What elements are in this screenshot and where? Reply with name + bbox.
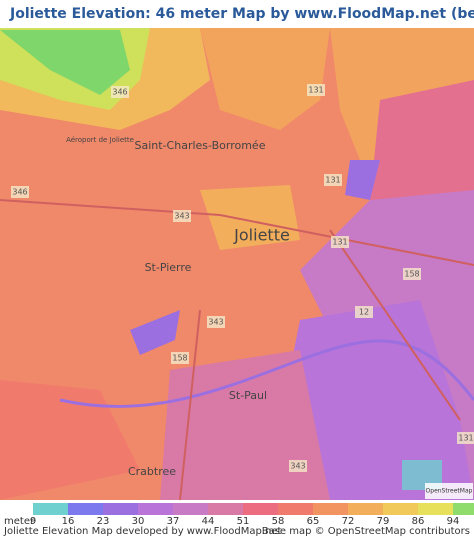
road-label: 131: [325, 176, 340, 185]
legend-swatch: [243, 503, 278, 515]
road-label: 158: [172, 354, 187, 363]
legend-label: 9: [30, 516, 36, 527]
road-shield: [173, 210, 191, 222]
legend-label: 86: [412, 516, 425, 527]
road-label: 346: [112, 88, 127, 97]
osm-badge: OpenStreetMap: [426, 488, 473, 495]
legend-label: 79: [377, 516, 390, 527]
legend-label: 94: [447, 516, 460, 527]
road-shield: [111, 86, 129, 98]
osm-credit: Base map © OpenStreetMap contributors: [262, 526, 470, 537]
road-shield: [207, 316, 225, 328]
road-label: 131: [458, 434, 473, 443]
legend-swatch: [348, 503, 383, 515]
legend-label: 16: [62, 516, 75, 527]
road-label: 346: [12, 188, 27, 197]
title-bar: [0, 0, 474, 28]
place-label: St-Pierre: [145, 261, 192, 274]
legend-label: 44: [202, 516, 215, 527]
place-label: Crabtree: [128, 465, 176, 478]
legend-swatch: [68, 503, 103, 515]
place-label: Aéroport de Joliette: [66, 136, 134, 144]
osm-badge-bg: [425, 483, 473, 499]
road-shield: [355, 306, 373, 318]
place-label: St-Paul: [229, 389, 267, 402]
road-label: 131: [332, 238, 347, 247]
legend-label: 58: [272, 516, 285, 527]
road-label: 158: [404, 270, 419, 279]
place-label: Saint-Charles-Borromée: [135, 139, 266, 152]
road-shield: [171, 352, 189, 364]
road-shield: [289, 460, 307, 472]
legend-swatch: [138, 503, 173, 515]
credit: Joliette Elevation Map developed by www.…: [3, 526, 281, 537]
legend-swatch: [33, 503, 68, 515]
legend-swatch: [173, 503, 208, 515]
road-label: 131: [308, 86, 323, 95]
legend-label: 51: [237, 516, 250, 527]
legend-swatch: [453, 503, 474, 515]
road-shield: [403, 268, 421, 280]
road-label: 12: [359, 308, 369, 317]
legend-swatch: [103, 503, 138, 515]
legend-swatch: [208, 503, 243, 515]
legend-swatch: [313, 503, 348, 515]
legend-label: 30: [132, 516, 145, 527]
map: [0, 28, 474, 501]
road-shield: [11, 186, 29, 198]
legend-unit: meter: [4, 516, 35, 527]
legend-swatch: [278, 503, 313, 515]
place-label: Joliette: [233, 226, 290, 245]
legend-label: 65: [307, 516, 320, 527]
road-shield: [324, 174, 342, 186]
legend-label: 72: [342, 516, 355, 527]
legend-swatch: [383, 503, 418, 515]
title: Joliette Elevation: 46 meter Map by www.…: [9, 6, 474, 22]
road-shield: [331, 236, 349, 248]
road-label: 343: [174, 212, 189, 221]
legend-label: 23: [97, 516, 110, 527]
legend-label: 37: [167, 516, 180, 527]
road-shield: [457, 432, 474, 444]
road-shield: [307, 84, 325, 96]
road-label: 343: [290, 462, 305, 471]
legend-swatch: [418, 503, 453, 515]
road-label: 343: [208, 318, 223, 327]
